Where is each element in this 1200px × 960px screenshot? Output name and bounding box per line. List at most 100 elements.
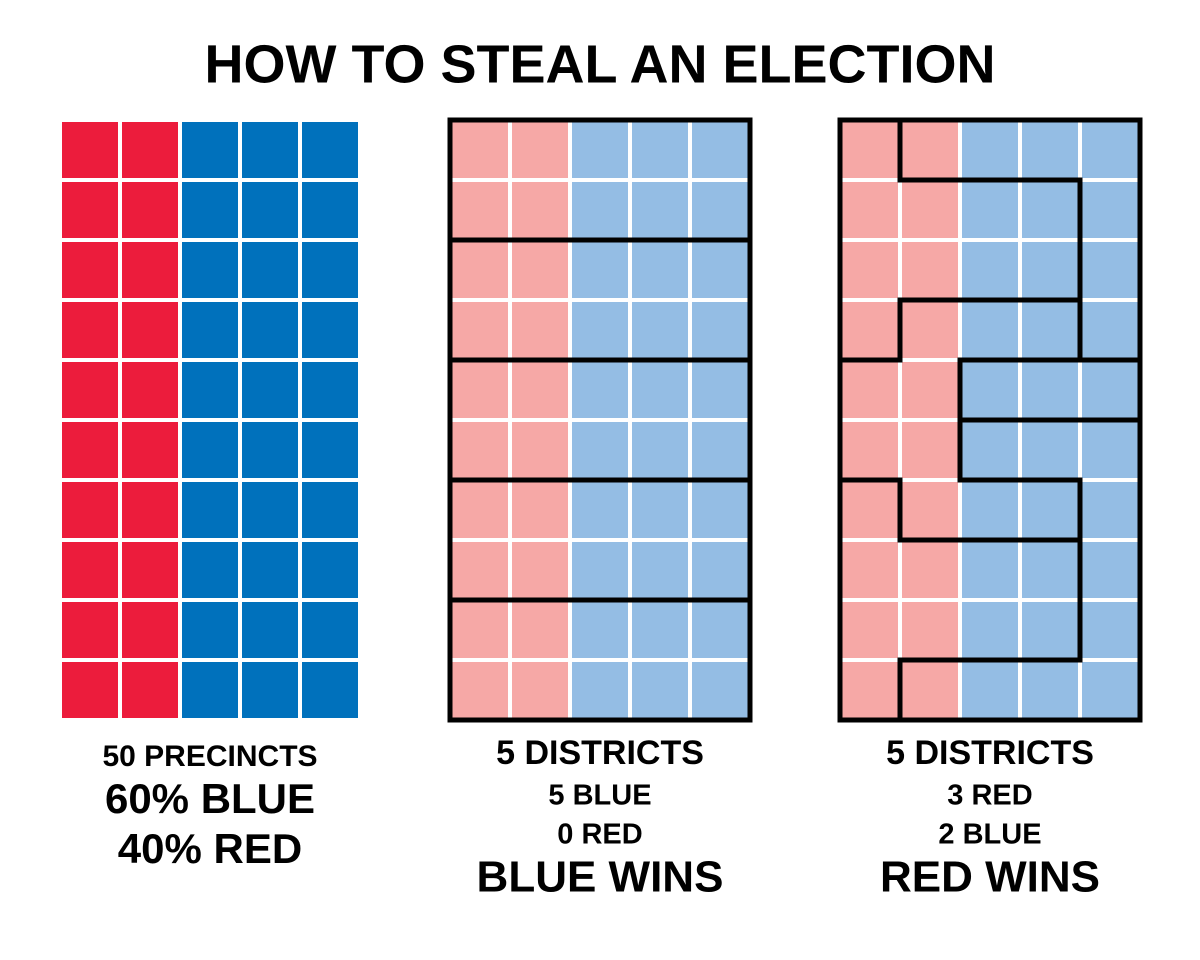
precinct [122,182,178,238]
precinct [182,602,238,658]
precinct [302,602,358,658]
precinct [182,422,238,478]
precinct [182,662,238,718]
precinct [842,542,898,598]
precinct [1022,422,1078,478]
precinct-grid [837,117,1143,723]
precinct [302,242,358,298]
caption-line: 60% BLUE [105,775,315,822]
precinct [62,422,118,478]
precinct [452,602,508,658]
precinct [62,482,118,538]
precinct [452,422,508,478]
precinct [182,182,238,238]
precinct [962,542,1018,598]
precinct-grid [447,117,753,723]
precinct [512,242,568,298]
precinct [242,122,298,178]
precinct [572,302,628,358]
precinct [572,242,628,298]
caption-line: 40% RED [118,825,302,872]
precinct [182,122,238,178]
precinct [632,422,688,478]
precinct [512,182,568,238]
precinct [842,122,898,178]
precinct [1022,242,1078,298]
precinct [1082,242,1138,298]
precinct [902,182,958,238]
precinct [452,362,508,418]
precinct [962,122,1018,178]
caption-line: BLUE WINS [477,853,724,902]
precinct [692,362,748,418]
caption-line: 50 PRECINCTS [102,740,317,773]
title: HOW TO STEAL AN ELECTION [204,34,995,94]
precinct [512,482,568,538]
grids [62,117,1143,723]
precinct [122,542,178,598]
precinct [242,542,298,598]
precinct [572,482,628,538]
precinct [902,662,958,718]
caption-line: 0 RED [557,819,642,851]
precinct [242,242,298,298]
precinct [632,182,688,238]
precinct [962,602,1018,658]
precinct [302,422,358,478]
precinct [122,662,178,718]
precinct [902,302,958,358]
precinct [1022,602,1078,658]
precinct [122,602,178,658]
precinct [182,362,238,418]
precinct [692,182,748,238]
precinct [182,242,238,298]
precinct [62,242,118,298]
precinct [122,302,178,358]
precinct [62,182,118,238]
precinct [572,422,628,478]
precinct [122,122,178,178]
precinct [692,122,748,178]
precinct [572,182,628,238]
precinct [692,662,748,718]
precinct [632,242,688,298]
precinct [302,362,358,418]
precinct [842,242,898,298]
precinct [632,662,688,718]
precinct [1082,182,1138,238]
precinct [902,602,958,658]
precinct [902,242,958,298]
precinct [512,422,568,478]
precinct [1022,482,1078,538]
precinct [902,542,958,598]
precinct [302,302,358,358]
precinct [62,122,118,178]
precinct [962,242,1018,298]
precinct [1082,422,1138,478]
precinct [1022,122,1078,178]
precinct [692,542,748,598]
precinct [1082,602,1138,658]
precinct [692,302,748,358]
precinct [452,482,508,538]
precinct [122,362,178,418]
precinct [62,362,118,418]
precinct [962,422,1018,478]
precinct [62,542,118,598]
precinct [632,602,688,658]
districts-gerrymandered [837,117,1143,723]
districts-fair [447,237,753,603]
caption-line: 5 DISTRICTS [886,734,1094,772]
precinct [1022,662,1078,718]
precinct [242,302,298,358]
precinct [842,602,898,658]
precinct [902,122,958,178]
precinct [302,122,358,178]
precinct [512,542,568,598]
precinct [302,662,358,718]
precinct [692,602,748,658]
precinct [902,422,958,478]
precinct [842,662,898,718]
precinct [1022,302,1078,358]
